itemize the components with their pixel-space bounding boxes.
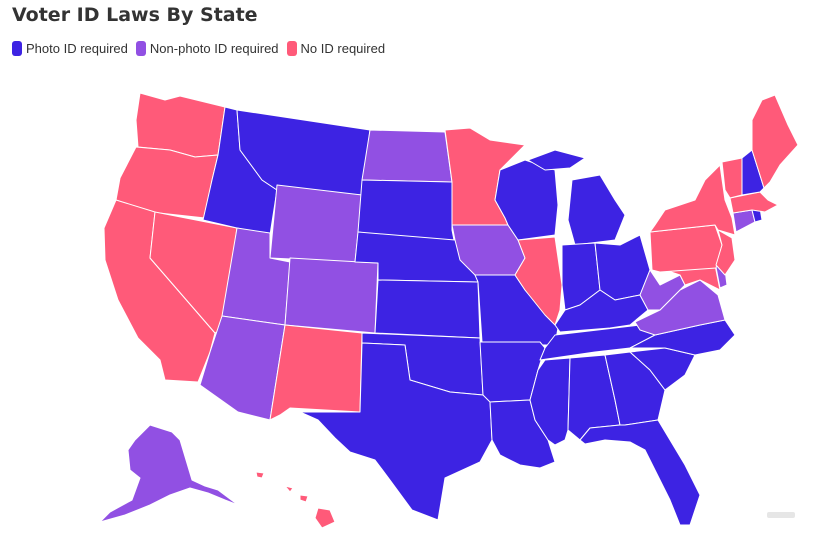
state-michigan[interactable] [527, 149, 626, 246]
legend-item-photo[interactable]: Photo ID required [12, 41, 128, 56]
legend-item-nonphoto[interactable]: Non-photo ID required [135, 41, 279, 56]
legend-label-nonphoto: Non-photo ID required [149, 41, 279, 56]
attribution-logo [767, 512, 795, 518]
state-florida[interactable] [579, 419, 701, 526]
state-north-dakota[interactable] [361, 129, 453, 183]
state-pennsylvania[interactable] [649, 224, 723, 273]
state-illinois[interactable] [514, 236, 563, 326]
state-texas[interactable] [299, 342, 493, 521]
legend-item-none[interactable]: No ID required [286, 41, 386, 56]
state-kansas[interactable] [374, 279, 481, 339]
legend-swatch-nonphoto [135, 41, 146, 56]
legend-swatch-none [286, 41, 297, 56]
state-hawaii[interactable] [255, 471, 336, 529]
page-title: Voter ID Laws By State [12, 4, 258, 26]
state-new-york[interactable] [649, 164, 736, 236]
state-alaska[interactable] [99, 424, 239, 523]
legend: Photo ID required Non-photo ID required … [12, 41, 393, 56]
state-connecticut[interactable] [732, 209, 756, 233]
state-vermont[interactable] [721, 157, 743, 199]
state-new-hampshire[interactable] [741, 149, 765, 196]
state-massachusetts[interactable] [729, 191, 779, 214]
state-maine[interactable] [751, 94, 799, 189]
state-wyoming[interactable] [269, 184, 363, 263]
legend-swatch-photo [12, 41, 22, 56]
state-colorado[interactable] [284, 257, 379, 334]
legend-label-none: No ID required [300, 41, 386, 56]
state-washington[interactable] [135, 92, 226, 158]
state-new-mexico[interactable] [269, 324, 363, 421]
legend-label-photo: Photo ID required [26, 41, 128, 56]
state-south-dakota[interactable] [357, 179, 456, 246]
state-new-jersey[interactable] [715, 229, 736, 276]
